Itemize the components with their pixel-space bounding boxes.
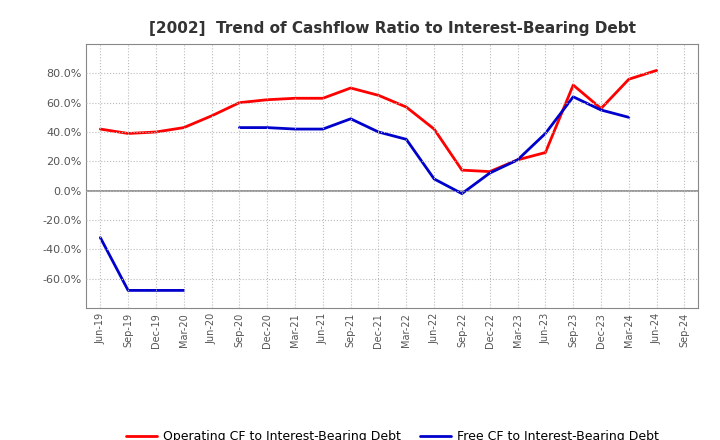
Operating CF to Interest-Bearing Debt (458, 168, 467, 173)
Operating CF to Interest-Bearing Debt (124, 131, 132, 136)
Operating CF to Interest-Bearing Debt (235, 100, 243, 105)
Operating CF to Interest-Bearing Debt (263, 97, 271, 103)
Title: [2002]  Trend of Cashflow Ratio to Interest-Bearing Debt: [2002] Trend of Cashflow Ratio to Intere… (149, 21, 636, 36)
Line: Operating CF to Interest-Bearing Debt: Operating CF to Interest-Bearing Debt (100, 70, 657, 172)
Operating CF to Interest-Bearing Debt (485, 169, 494, 174)
Operating CF to Interest-Bearing Debt (318, 95, 327, 101)
Free CF to Interest-Bearing Debt (124, 288, 132, 293)
Free CF to Interest-Bearing Debt (96, 235, 104, 240)
Free CF to Interest-Bearing Debt (179, 288, 188, 293)
Operating CF to Interest-Bearing Debt (152, 129, 161, 135)
Operating CF to Interest-Bearing Debt (346, 85, 355, 91)
Operating CF to Interest-Bearing Debt (652, 68, 661, 73)
Operating CF to Interest-Bearing Debt (624, 77, 633, 82)
Operating CF to Interest-Bearing Debt (291, 95, 300, 101)
Operating CF to Interest-Bearing Debt (430, 126, 438, 132)
Operating CF to Interest-Bearing Debt (597, 106, 606, 111)
Operating CF to Interest-Bearing Debt (541, 150, 550, 155)
Operating CF to Interest-Bearing Debt (96, 126, 104, 132)
Line: Free CF to Interest-Bearing Debt: Free CF to Interest-Bearing Debt (100, 238, 184, 290)
Operating CF to Interest-Bearing Debt (513, 157, 522, 162)
Operating CF to Interest-Bearing Debt (374, 93, 383, 98)
Operating CF to Interest-Bearing Debt (402, 104, 410, 110)
Legend: Operating CF to Interest-Bearing Debt, Free CF to Interest-Bearing Debt: Operating CF to Interest-Bearing Debt, F… (121, 425, 664, 440)
Free CF to Interest-Bearing Debt (152, 288, 161, 293)
Operating CF to Interest-Bearing Debt (207, 113, 216, 118)
Operating CF to Interest-Bearing Debt (179, 125, 188, 130)
Operating CF to Interest-Bearing Debt (569, 82, 577, 88)
